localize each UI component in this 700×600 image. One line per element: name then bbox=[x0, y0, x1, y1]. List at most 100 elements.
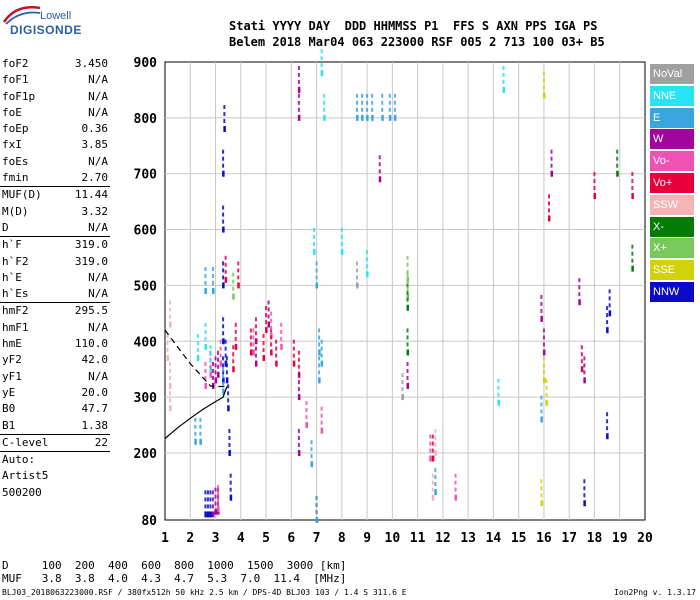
param-label: h`F bbox=[2, 238, 22, 252]
data-point bbox=[223, 119, 226, 124]
x-tick-label: 15 bbox=[511, 531, 527, 546]
data-point bbox=[297, 442, 300, 447]
data-point bbox=[222, 317, 225, 322]
data-point bbox=[223, 112, 226, 117]
data-point bbox=[169, 314, 172, 319]
data-point bbox=[214, 363, 217, 368]
data-point bbox=[318, 335, 321, 340]
data-point bbox=[320, 427, 324, 434]
data-point bbox=[204, 504, 207, 509]
data-point bbox=[550, 156, 553, 161]
data-point bbox=[406, 368, 409, 373]
data-point bbox=[212, 511, 215, 518]
data-point bbox=[292, 353, 295, 358]
data-point bbox=[169, 307, 172, 312]
data-point bbox=[540, 409, 543, 414]
data-point bbox=[223, 126, 226, 133]
data-point bbox=[431, 494, 435, 501]
data-point bbox=[222, 261, 225, 266]
file-info-footer: BLJ03_2018063223000.RSF / 380fx512h 50 k… bbox=[2, 588, 407, 597]
data-point bbox=[297, 79, 300, 84]
data-point bbox=[545, 378, 548, 383]
data-point bbox=[318, 356, 321, 361]
param-label: hmE bbox=[2, 337, 22, 351]
param-row: B0 47.7 bbox=[0, 401, 110, 417]
data-point bbox=[217, 491, 220, 496]
data-point bbox=[297, 387, 300, 392]
data-point bbox=[209, 352, 212, 357]
data-point bbox=[583, 377, 586, 384]
data-point bbox=[206, 490, 209, 495]
data-point bbox=[204, 361, 207, 366]
data-point bbox=[318, 328, 321, 333]
param-label: foEs bbox=[2, 154, 29, 168]
param-row: hmF2 295.5 bbox=[0, 303, 110, 319]
data-point bbox=[249, 349, 253, 356]
data-point bbox=[249, 342, 252, 347]
data-point bbox=[542, 377, 546, 384]
param-value: 110.0 bbox=[74, 337, 108, 351]
data-point bbox=[388, 107, 391, 112]
param-row: h`E N/A bbox=[0, 270, 110, 286]
param-row: hmF1 N/A bbox=[0, 320, 110, 336]
data-point bbox=[366, 114, 369, 121]
data-point bbox=[252, 328, 255, 333]
data-point bbox=[254, 317, 257, 322]
data-point bbox=[217, 350, 220, 355]
y-tick-label: 500 bbox=[134, 279, 158, 294]
data-point bbox=[540, 493, 543, 498]
data-point bbox=[545, 399, 548, 406]
data-point bbox=[431, 487, 434, 492]
data-point bbox=[542, 342, 545, 347]
data-point bbox=[234, 322, 237, 327]
data-point bbox=[454, 473, 457, 478]
data-point bbox=[497, 392, 500, 397]
data-point bbox=[540, 395, 543, 400]
param-value: 0.36 bbox=[81, 122, 109, 136]
data-point bbox=[217, 505, 220, 512]
data-point bbox=[315, 503, 318, 507]
x-tick-label: 20 bbox=[637, 531, 653, 546]
data-point bbox=[222, 377, 225, 384]
data-point bbox=[232, 359, 235, 364]
data-point bbox=[497, 399, 500, 406]
param-note: 500200 bbox=[2, 485, 42, 499]
param-separator bbox=[0, 186, 110, 188]
data-point bbox=[356, 275, 358, 280]
param-value: 22 bbox=[94, 435, 108, 449]
data-point bbox=[224, 269, 227, 274]
data-point bbox=[378, 162, 381, 167]
data-point bbox=[206, 504, 209, 509]
param-label: hmF2 bbox=[2, 304, 29, 318]
y-tick-label: 800 bbox=[134, 112, 158, 127]
plot-frame bbox=[164, 61, 646, 521]
data-point bbox=[454, 494, 458, 501]
data-point bbox=[222, 324, 225, 329]
data-point bbox=[608, 310, 612, 317]
data-point bbox=[217, 364, 220, 369]
data-point bbox=[209, 504, 212, 509]
data-point bbox=[406, 382, 410, 389]
legend-item-vo-: Vo- bbox=[650, 151, 694, 172]
param-label: foEp bbox=[2, 122, 29, 136]
data-point bbox=[606, 433, 609, 440]
data-point bbox=[232, 286, 235, 291]
data-point bbox=[313, 234, 316, 239]
data-point bbox=[222, 331, 225, 336]
data-point bbox=[252, 335, 255, 340]
data-point bbox=[315, 261, 318, 266]
data-point bbox=[320, 360, 324, 367]
y-tick-label: 400 bbox=[134, 335, 158, 350]
logo-swoosh-icon bbox=[2, 6, 41, 25]
data-point bbox=[578, 278, 581, 283]
param-note: Artist5 bbox=[2, 469, 49, 483]
data-point bbox=[580, 366, 584, 373]
param-row: foF2 3.450 bbox=[0, 56, 110, 72]
data-point bbox=[315, 496, 318, 500]
data-point bbox=[502, 86, 506, 93]
data-point bbox=[223, 105, 226, 110]
data-point bbox=[217, 498, 220, 503]
data-point bbox=[315, 510, 318, 514]
data-point bbox=[361, 93, 364, 98]
data-point bbox=[593, 172, 596, 177]
